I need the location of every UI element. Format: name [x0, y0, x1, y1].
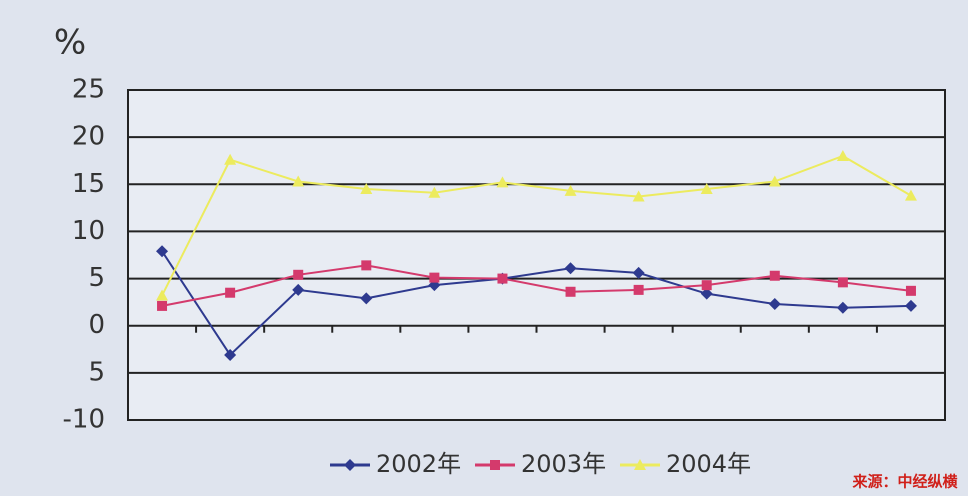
point	[157, 300, 168, 311]
y-tick-label: 15	[72, 169, 105, 199]
point	[292, 283, 305, 296]
point	[156, 245, 169, 258]
point	[496, 176, 509, 188]
point	[632, 190, 645, 202]
y-tick-label: 25	[72, 75, 105, 105]
point	[633, 284, 644, 295]
legend-label: 2002年	[376, 450, 461, 478]
point	[905, 285, 916, 296]
point	[836, 150, 849, 161]
point	[292, 175, 305, 187]
point	[224, 153, 237, 165]
y-tick-label: -10	[63, 405, 105, 435]
legend-label: 2004年	[666, 450, 751, 478]
y-axis-label: %	[54, 23, 86, 63]
point	[701, 280, 712, 291]
y-tick-label: 5	[88, 357, 105, 387]
point	[564, 262, 577, 275]
point	[700, 183, 713, 194]
point	[293, 269, 304, 280]
point	[837, 277, 848, 288]
point	[904, 189, 917, 201]
y-tick-label: 20	[72, 122, 105, 152]
point	[497, 273, 508, 284]
point	[224, 348, 237, 361]
point	[360, 183, 373, 194]
series-line	[161, 264, 912, 307]
point	[225, 287, 236, 298]
point	[428, 186, 441, 198]
point	[156, 289, 169, 301]
legend-marker	[634, 459, 646, 470]
point	[632, 266, 645, 279]
point	[768, 175, 781, 187]
point	[769, 270, 780, 281]
series-line	[161, 154, 912, 296]
point	[360, 292, 373, 305]
legend-marker	[344, 459, 356, 471]
point	[836, 301, 849, 314]
source: 来源：中经纵横	[851, 473, 958, 491]
point	[429, 272, 440, 283]
legend-marker	[490, 460, 500, 470]
y-tick-label: 0	[88, 310, 105, 340]
point	[700, 287, 713, 300]
point	[768, 298, 781, 311]
point	[361, 260, 372, 271]
series-line	[161, 250, 911, 357]
y-tick-label: 5	[88, 263, 105, 293]
y-tick-label: 10	[72, 216, 105, 246]
plot-area	[127, 89, 946, 421]
point	[565, 286, 576, 297]
legend-label: 2003年	[521, 450, 606, 478]
point	[564, 184, 577, 196]
point	[904, 299, 917, 312]
